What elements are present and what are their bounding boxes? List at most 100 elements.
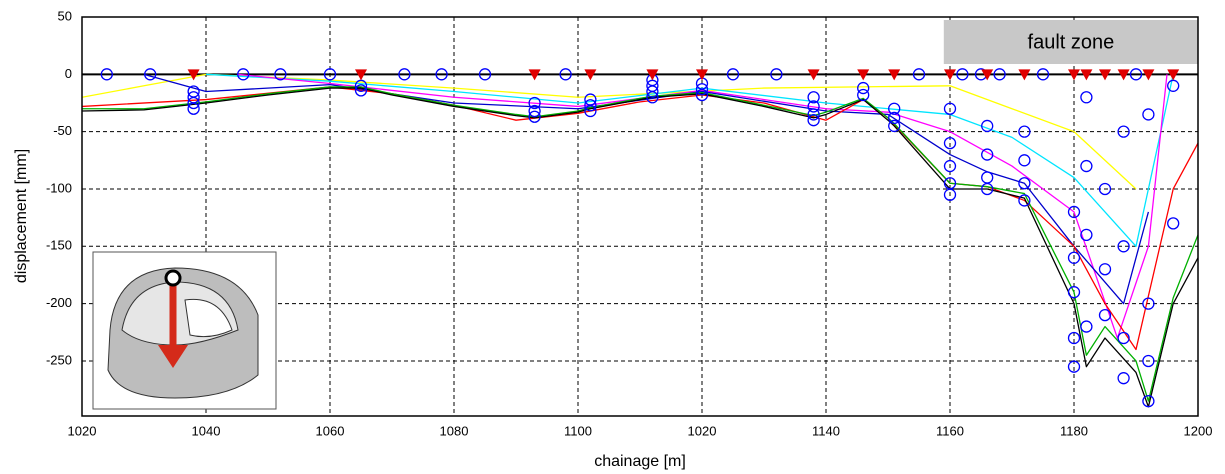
data-point — [1067, 360, 1081, 373]
data-point — [1036, 68, 1050, 81]
data-point — [857, 81, 870, 95]
data-point — [398, 68, 411, 81]
series-line — [205, 73, 1174, 247]
data-point — [726, 68, 740, 81]
data-point — [857, 69, 870, 81]
data-point — [1067, 331, 1081, 345]
data-point — [528, 69, 541, 81]
data-point — [1067, 251, 1081, 264]
data-point — [1018, 177, 1031, 190]
data-point — [943, 102, 957, 115]
data-point — [888, 111, 901, 125]
y-tick-label: 0 — [65, 66, 72, 81]
tunnel-opening — [184, 298, 233, 338]
data-point — [807, 100, 820, 113]
data-point — [187, 69, 200, 81]
data-point — [1098, 308, 1112, 322]
data-point — [355, 69, 367, 81]
data-point — [1117, 331, 1130, 345]
data-point — [1080, 320, 1093, 333]
data-point — [1117, 372, 1130, 385]
data-point — [559, 68, 572, 81]
annotation-box — [943, 20, 1198, 64]
measuring-point — [164, 269, 182, 287]
data-point — [1018, 154, 1031, 167]
data-point — [323, 68, 337, 81]
data-point — [100, 68, 113, 81]
x-axis-label: chainage [m] — [594, 453, 686, 470]
data-point — [584, 104, 597, 118]
data-point — [807, 69, 820, 81]
series-line — [82, 87, 1198, 408]
data-point — [1117, 240, 1130, 253]
series-line — [82, 86, 1198, 402]
y-tick-label: -150 — [46, 238, 72, 253]
data-point — [478, 68, 492, 81]
x-tick-label: 1200 — [1184, 423, 1213, 438]
series-line — [82, 73, 1137, 190]
data-point — [695, 83, 709, 96]
data-point — [807, 114, 820, 127]
data-point — [187, 102, 200, 115]
data-point — [1018, 125, 1031, 138]
data-point — [1067, 286, 1081, 299]
x-tick-label: 1060 — [316, 423, 345, 438]
data-point — [1117, 69, 1130, 81]
x-tick-label: 1020 — [688, 423, 717, 438]
data-point — [1018, 194, 1031, 207]
y-axis-label: displacement [mm] — [13, 149, 30, 283]
data-point — [696, 69, 708, 81]
data-point — [1167, 217, 1180, 230]
data-point — [144, 68, 157, 81]
x-tick-label: 1160 — [936, 423, 964, 438]
ticks: 1020 1040 1060 1080 1100 1020 1140 1160 1180 1200… — [46, 8, 1212, 438]
x-tick-label: 1040 — [192, 423, 221, 438]
data-point — [528, 96, 541, 110]
data-point — [1098, 182, 1112, 196]
y-tick-label: -100 — [46, 180, 72, 195]
data-point — [1080, 69, 1093, 81]
data-point — [981, 182, 994, 196]
data-point — [646, 69, 659, 81]
y-tick-label: -50 — [53, 123, 72, 138]
data-point — [237, 68, 250, 81]
data-point — [435, 68, 448, 81]
data-point — [1018, 69, 1031, 81]
data-point — [1067, 205, 1081, 219]
x-tick-label: 1140 — [812, 423, 840, 438]
data-point — [1129, 68, 1143, 81]
annotation-text: fault zone — [1028, 31, 1115, 53]
data-point — [1142, 108, 1155, 121]
data-point — [857, 88, 870, 102]
data-point — [807, 108, 820, 121]
data-point — [1099, 69, 1111, 81]
series-line — [236, 73, 1168, 339]
data-point — [1098, 263, 1112, 276]
y-tick-label: -200 — [46, 295, 72, 310]
data-point — [1142, 354, 1155, 368]
data-point — [943, 136, 957, 150]
data-point — [912, 68, 926, 81]
x-tick-label: 1020 — [68, 423, 97, 438]
data-point — [1142, 69, 1155, 81]
data-point — [944, 69, 956, 81]
data-point — [888, 69, 901, 81]
data-point — [956, 68, 969, 81]
inset-illustration — [92, 251, 277, 410]
data-point — [1080, 159, 1093, 173]
data-point — [943, 188, 957, 201]
data-point — [695, 88, 709, 102]
data-point — [274, 68, 287, 81]
data-point — [1080, 228, 1093, 241]
x-tick-label: 1100 — [564, 423, 592, 438]
data-point — [888, 119, 901, 133]
arrow-head — [158, 345, 188, 368]
annotation-layer: fault zone — [943, 20, 1198, 64]
plot-area — [82, 68, 1198, 408]
data-point — [943, 159, 957, 173]
data-point — [807, 91, 820, 104]
data-point — [584, 69, 597, 81]
data-point — [528, 104, 541, 118]
data-point — [584, 99, 597, 112]
